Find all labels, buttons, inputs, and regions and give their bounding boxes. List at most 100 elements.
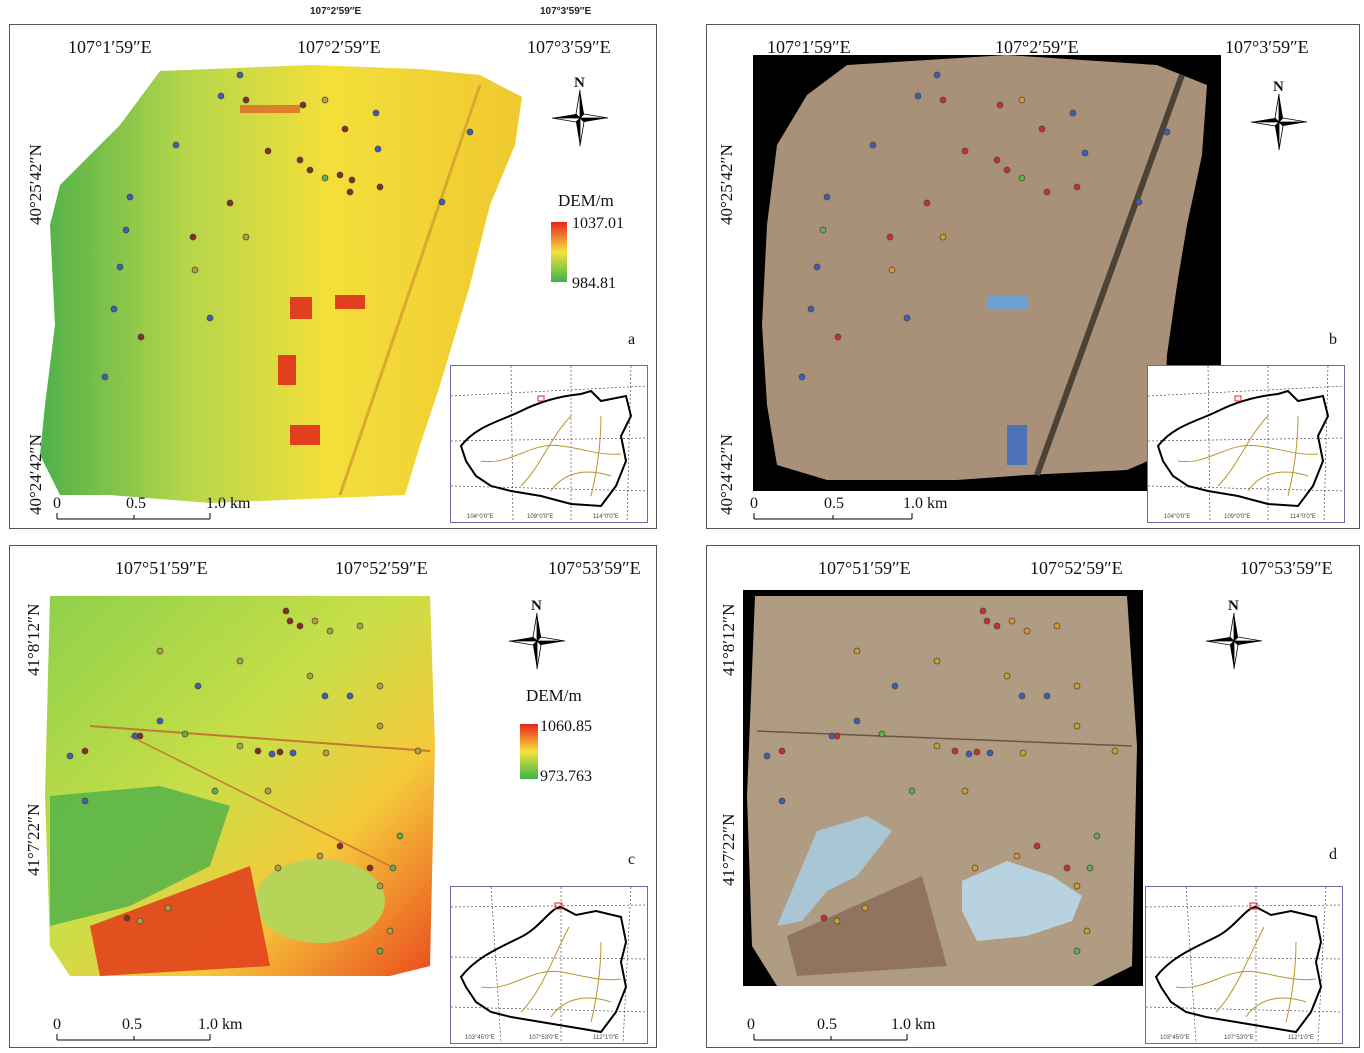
lon-label-2: 107°52′59″E <box>335 558 428 578</box>
scale-label-half: 0.5 <box>817 1016 837 1033</box>
scale-label-zero: 0 <box>747 1016 755 1033</box>
scale-label-zero: 0 <box>53 1016 61 1033</box>
lat-label-2: 41°7′22″N <box>24 803 43 876</box>
inset-locator-map: 103°45′0″E 107°53′0″E 112°1′0″E <box>450 886 648 1044</box>
scale-label-end: 1.0 km <box>206 495 251 512</box>
dem-legend-bar <box>551 222 567 282</box>
legend-min: 984.81 <box>572 275 616 292</box>
inset-label-1: 104°0′0″E <box>1164 514 1191 520</box>
inset-svg <box>1146 887 1342 1043</box>
north-arrow <box>1205 612 1263 670</box>
low-green-valley <box>50 786 230 926</box>
lon-label-1: 107°51′59″E <box>115 558 208 578</box>
top-longitude-label-1: 107°2′59″E <box>310 6 362 17</box>
blue-roof-buildings <box>987 295 1027 309</box>
sample-points <box>66 607 422 955</box>
inset-label-2: 107°53′0″E <box>529 1035 559 1041</box>
panel-letter: c <box>628 851 636 868</box>
scale-label-end: 1.0 km <box>198 1016 243 1033</box>
lon-label-3: 107°53′59″E <box>548 558 641 578</box>
panel-b-map-svg <box>753 55 1308 520</box>
sample-points <box>798 71 1171 381</box>
north-arrow <box>508 612 566 670</box>
inset-label-3: 114°0′0″E <box>1290 514 1316 520</box>
inset-label-1: 104°0′0″E <box>467 514 494 520</box>
scale-bar <box>56 1034 211 1041</box>
road-line <box>756 730 1133 747</box>
panel-d-orthophoto-map: 107°51′59″E 107°52′59″E 107°53′59″E 41°8… <box>706 545 1360 1048</box>
scale-label-half: 0.5 <box>122 1016 142 1033</box>
panel-c-dem-map: 107°51′59″E 107°52′59″E 107°53′59″E 41°8… <box>9 545 657 1048</box>
dem-legend-bar <box>520 724 538 779</box>
dem-raster <box>40 65 522 503</box>
scale-label-end: 1.0 km <box>903 495 948 512</box>
legend-max: 1037.01 <box>572 215 624 232</box>
lon-label-1: 107°1′59″E <box>767 37 851 57</box>
sample-points <box>101 71 474 381</box>
sample-points <box>763 607 1119 955</box>
inset-locator-map: 104°0′0″E 109°0′0″E 114°0′0″E <box>450 365 648 523</box>
top-longitude-label-2: 107°3′59″E <box>540 6 592 17</box>
inset-locator-map: 104°0′0″E 109°0′0″E 114°0′0″E <box>1147 365 1345 523</box>
urban-grid <box>787 876 947 976</box>
lat-label-1: 41°8′12″N <box>24 603 43 676</box>
inset-label-2: 109°0′0″E <box>1224 514 1251 520</box>
lon-label-1: 107°1′59″E <box>68 37 152 57</box>
lon-label-3: 107°3′59″E <box>527 37 611 57</box>
panel-a-map-svg <box>40 65 609 520</box>
railway-line <box>1034 73 1185 477</box>
inset-svg <box>1148 366 1344 522</box>
scale-bar <box>753 1034 908 1041</box>
lat-label-1: 40°25′42″N <box>26 144 45 225</box>
panel-b-orthophoto-map: 107°1′59″E 107°2′59″E 107°3′59″E 40°25′4… <box>706 24 1360 529</box>
inset-label-3: 112°1′0″E <box>593 1035 619 1041</box>
north-arrow <box>1250 93 1308 151</box>
scale-bar <box>753 513 913 520</box>
lake-east <box>962 861 1082 941</box>
panel-c-map-svg <box>45 596 566 1041</box>
legend-title: DEM/m <box>558 191 614 210</box>
inset-label-3: 114°0′0″E <box>593 514 619 520</box>
railway-line <box>338 84 482 496</box>
panel-letter: d <box>1329 846 1337 863</box>
north-label: N <box>1228 598 1239 614</box>
inset-svg <box>451 887 647 1043</box>
lon-label-2: 107°52′59″E <box>1030 558 1123 578</box>
inset-svg <box>451 366 647 522</box>
blue-roof-building-2 <box>1007 425 1027 465</box>
inset-label-2: 107°53′0″E <box>1224 1035 1254 1041</box>
road-line <box>89 725 431 752</box>
inset-label-1: 103°45′0″E <box>465 1035 495 1041</box>
inset-locator-map: 103°45′0″E 107°53′0″E 112°1′0″E <box>1145 886 1343 1044</box>
panel-a-dem-map: 107°1′59″E 107°2′59″E 107°3′59″E 40°25′4… <box>9 24 657 529</box>
scale-label-zero: 0 <box>53 495 61 512</box>
urban-red-patches <box>240 105 365 445</box>
orthophoto-raster <box>747 596 1137 986</box>
lake-west <box>777 816 892 926</box>
lon-label-3: 107°3′59″E <box>1225 37 1309 57</box>
panel-letter: b <box>1329 331 1337 348</box>
north-label: N <box>574 75 585 91</box>
lon-label-2: 107°2′59″E <box>995 37 1079 57</box>
panel-d-map-svg <box>743 590 1263 1041</box>
inset-label-1: 103°45′0″E <box>1160 1035 1190 1041</box>
north-label: N <box>1273 79 1284 95</box>
orthophoto-raster <box>762 55 1207 480</box>
panel-letter: a <box>628 331 636 348</box>
lat-label-1: 41°8′12″N <box>719 603 738 676</box>
inset-label-2: 109°0′0″E <box>527 514 554 520</box>
road-line-2 <box>129 735 391 867</box>
inset-label-3: 112°1′0″E <box>1288 1035 1314 1041</box>
lake-area <box>255 859 385 943</box>
scale-label-half: 0.5 <box>824 495 844 512</box>
scale-bar <box>56 513 211 520</box>
urban-red-grid <box>90 866 270 976</box>
lon-label-2: 107°2′59″E <box>297 37 381 57</box>
lat-label-2: 40°24′42″N <box>717 434 736 515</box>
legend-min: 973.763 <box>540 768 592 785</box>
legend-max: 1060.85 <box>540 718 592 735</box>
north-label: N <box>531 598 542 614</box>
legend-title: DEM/m <box>526 686 582 705</box>
lat-label-2: 40°24′42″N <box>26 434 45 515</box>
lon-label-1: 107°51′59″E <box>818 558 911 578</box>
